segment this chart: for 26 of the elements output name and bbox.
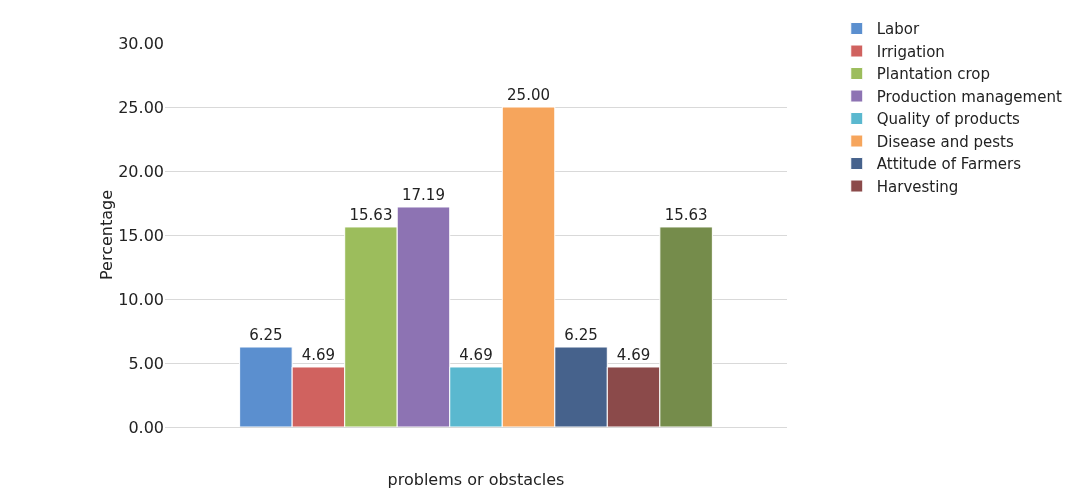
y-tick-label: 10.00 [118,289,164,309]
data-label: 15.63 [349,205,393,224]
legend-label: Harvesting [876,177,959,196]
data-label: 15.63 [664,205,708,224]
data-label: 6.25 [564,326,598,344]
legend-label: Disease and pests [876,132,1014,151]
legend-label: Irrigation [876,42,945,61]
legend-label: Quality of products [876,110,1021,129]
legend-label: Labor [876,20,921,39]
legend-label: Plantation crop [876,65,991,84]
data-label: 25.00 [507,86,550,104]
y-axis-title: Percentage [97,189,117,281]
legend-label: Attitude of Farmers [876,155,1022,174]
legend-label: Production management [876,87,1062,106]
y-tick-label: 0.00 [128,417,164,437]
y-tick-label: 25.00 [118,97,164,117]
y-tick-label: 30.00 [118,33,164,53]
data-label: 17.19 [402,185,445,204]
x-axis-title: problems or obstacles [387,470,565,489]
data-label: 4.69 [616,345,651,364]
data-label: 4.69 [459,345,493,364]
y-tick-label: 15.00 [118,225,164,245]
data-label: 4.69 [301,345,336,364]
data-label: 6.25 [249,326,283,344]
y-tick-label: 5.00 [128,353,164,373]
y-tick-label: 20.00 [118,161,164,181]
